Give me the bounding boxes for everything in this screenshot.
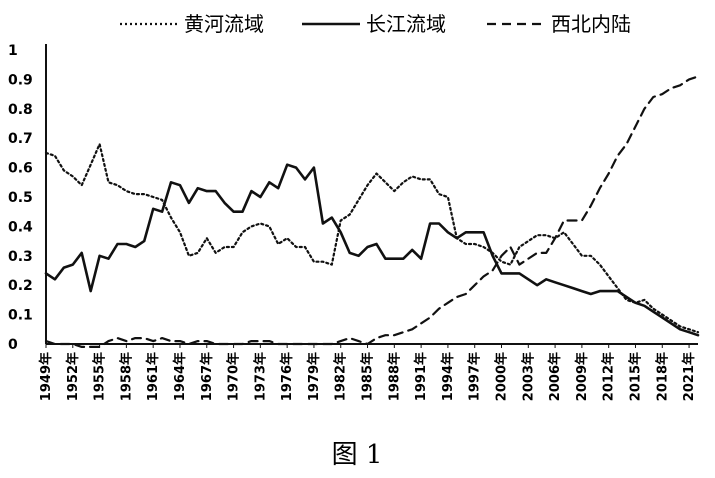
x-tick-label: 2000年 [494, 352, 510, 401]
y-tick-label: 0.3 [8, 249, 33, 265]
x-tick-label: 1973年 [252, 352, 268, 401]
x-tick-label: 2003年 [520, 352, 536, 401]
x-tick-label: 1967年 [199, 352, 215, 401]
x-tick-label: 1994年 [440, 352, 456, 401]
y-tick-label: 0.9 [8, 72, 33, 88]
x-tick-label: 2012年 [601, 352, 617, 401]
y-tick-label: 1 [8, 43, 18, 59]
series-line-2 [44, 75, 700, 348]
x-tick-label: 2021年 [681, 352, 697, 401]
x-tick-label: 1982年 [333, 352, 349, 401]
figure-caption: 图 1 [332, 440, 383, 470]
y-tick-label: 0.8 [8, 102, 33, 118]
y-tick-label: 0.6 [8, 161, 33, 177]
legend: 黄河流域 长江流域 西北内陆 [120, 12, 631, 36]
legend-label-2: 西北内陆 [551, 12, 631, 36]
x-tick-label: 1958年 [118, 352, 134, 401]
x-tick-label: 1988年 [386, 352, 402, 401]
x-tick-label: 2009年 [574, 352, 590, 401]
x-tick-label: 1964年 [172, 352, 188, 401]
x-tick-label: 1991年 [413, 352, 429, 401]
x-tick-label: 1955年 [92, 352, 108, 401]
x-tick-label: 1997年 [467, 352, 483, 401]
series-line-0 [44, 143, 700, 334]
legend-label-1: 长江流域 [366, 12, 446, 36]
y-tick-label: 0.1 [8, 308, 33, 324]
series-lines [44, 75, 700, 348]
x-tick-label: 1970年 [226, 352, 242, 401]
x-tick-label: 2006年 [547, 352, 563, 401]
y-tick-label: 0.7 [8, 131, 33, 147]
y-tick-label: 0.4 [8, 219, 33, 235]
y-tick-label: 0 [8, 337, 18, 353]
x-tick-label: 1976年 [279, 352, 295, 401]
y-tick-label: 0.5 [8, 190, 33, 206]
x-tick-label: 1949年 [38, 352, 54, 401]
y-tick-label: 0.2 [8, 278, 33, 294]
x-tick-label: 2015年 [627, 352, 643, 401]
x-tick-label: 1952年 [65, 352, 81, 401]
x-tick-label: 2018年 [654, 352, 670, 401]
x-tick-label: 1961年 [145, 352, 161, 401]
x-tick-label: 1985年 [360, 352, 376, 401]
axes: 0 0.1 0.2 0.3 0.4 0.5 0.6 0.7 0.8 0.9 1 1949年 1952年 1… [8, 43, 698, 401]
series-line-1 [44, 163, 700, 337]
legend-label-0: 黄河流域 [184, 12, 264, 36]
x-tick-label: 1979年 [306, 352, 322, 401]
